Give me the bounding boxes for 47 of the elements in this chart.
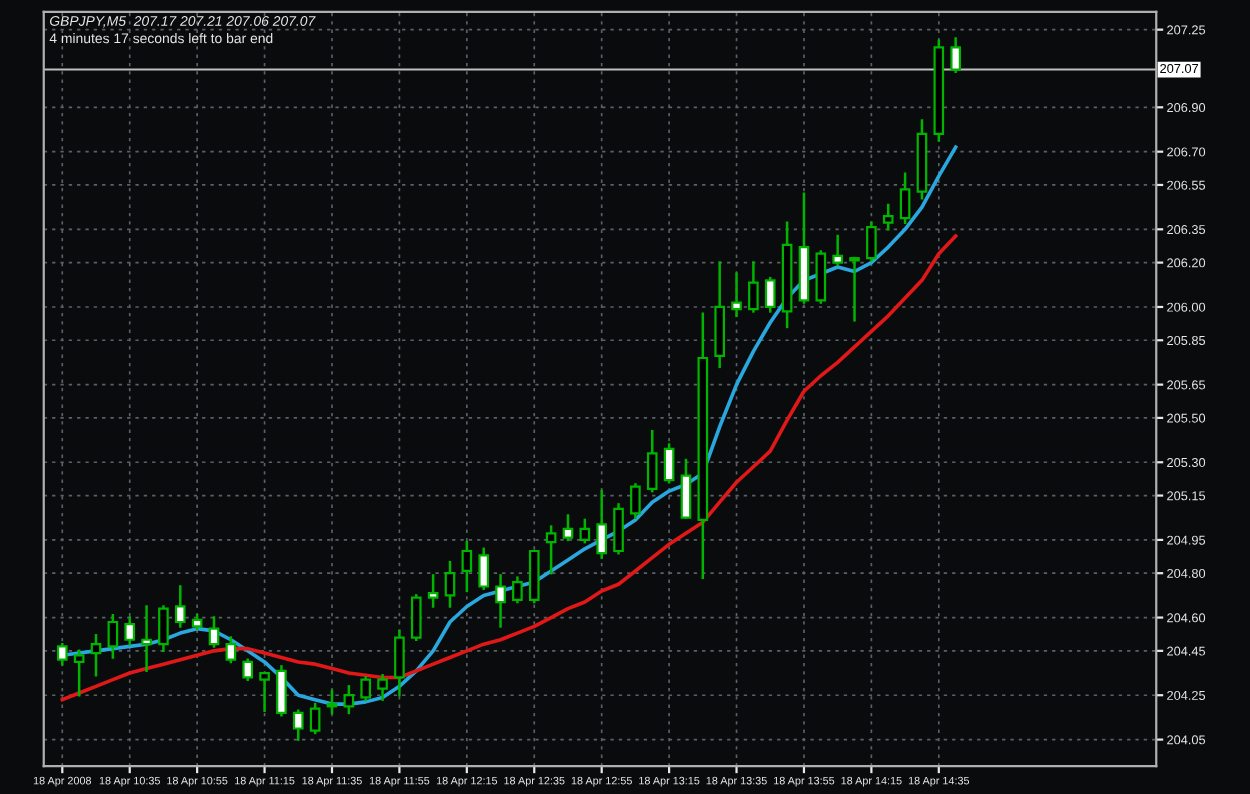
candlestick <box>562 514 574 542</box>
candlestick <box>748 261 759 313</box>
candlestick <box>849 256 860 322</box>
candlestick <box>225 636 237 664</box>
candlestick <box>326 689 338 715</box>
candlestick <box>731 272 742 318</box>
candlestick <box>377 674 388 701</box>
candlestick <box>630 483 641 519</box>
candlestick <box>646 429 658 493</box>
candlestick <box>663 443 675 484</box>
candlestick <box>680 458 692 519</box>
candlestick <box>427 574 439 608</box>
candlestick <box>141 605 152 673</box>
candlestick <box>545 525 557 575</box>
candlestick <box>596 489 608 559</box>
candlestick <box>208 616 220 648</box>
candlestick <box>950 37 961 74</box>
candlestick <box>242 658 254 681</box>
candlestick <box>461 540 473 593</box>
candlestick <box>174 585 186 628</box>
line-series <box>60 234 958 702</box>
candlestick <box>899 172 911 224</box>
candlestick <box>56 642 68 666</box>
candlestick <box>866 221 877 262</box>
candlestick <box>579 518 591 544</box>
candlestick <box>815 250 827 304</box>
candlestick <box>73 649 85 697</box>
candlestick <box>495 574 506 628</box>
candlestick <box>309 702 321 735</box>
candlestick <box>764 276 776 313</box>
candlestick <box>360 676 372 701</box>
candlestick <box>124 616 136 646</box>
candlestick <box>343 685 355 715</box>
candlestick <box>276 665 287 717</box>
candlestick <box>832 234 843 267</box>
candlestick <box>394 629 405 697</box>
candlestick <box>259 671 270 712</box>
candlestick <box>107 614 119 659</box>
candlestick <box>410 594 422 641</box>
candlestick <box>613 503 624 555</box>
candlestick <box>478 547 490 590</box>
candlestick <box>158 605 169 653</box>
candlestick <box>444 560 456 608</box>
candlestick <box>90 634 102 677</box>
candlestick <box>512 576 523 604</box>
candlestick <box>882 203 894 231</box>
candlestick <box>292 709 304 741</box>
